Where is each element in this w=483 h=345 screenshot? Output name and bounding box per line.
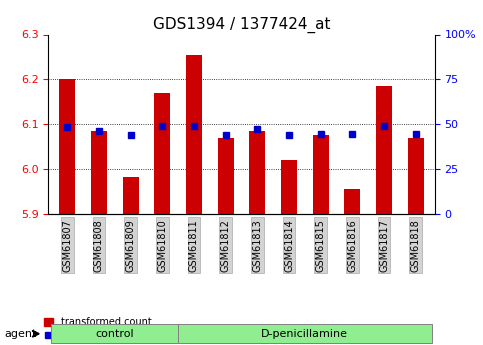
Legend: transformed count, percentile rank within the sample: transformed count, percentile rank withi… <box>43 317 226 340</box>
Bar <box>376 86 392 214</box>
Text: GDS1394 / 1377424_at: GDS1394 / 1377424_at <box>153 17 330 33</box>
Bar <box>344 189 360 214</box>
Bar <box>218 138 234 214</box>
Bar <box>91 131 107 214</box>
Bar <box>313 136 328 214</box>
Bar <box>249 131 265 214</box>
Bar <box>59 79 75 214</box>
Bar <box>281 160 297 214</box>
Bar <box>186 55 202 214</box>
Bar <box>408 138 424 214</box>
Text: D-penicillamine: D-penicillamine <box>261 329 348 339</box>
Text: agent: agent <box>5 329 37 339</box>
Bar <box>155 93 170 214</box>
Bar <box>123 177 139 214</box>
Text: control: control <box>96 329 134 339</box>
